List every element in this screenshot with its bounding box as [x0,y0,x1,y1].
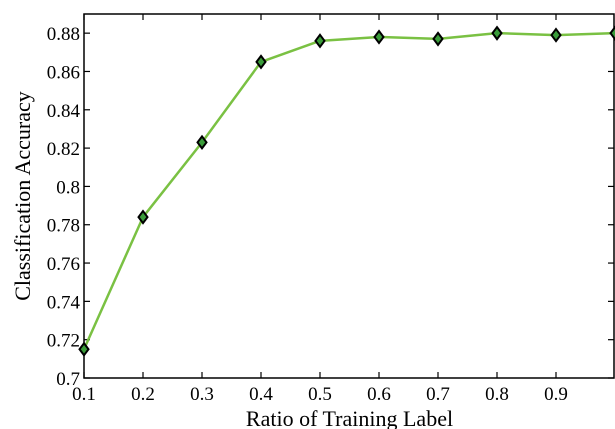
y-tick-label: 0.78 [47,216,80,237]
series-line [82,31,615,350]
y-tick-label: 0.86 [47,62,80,83]
x-tick-label: 0.9 [544,384,568,405]
x-tick-label: 0.7 [426,384,450,405]
x-axis-label: Ratio of Training Label [246,406,453,429]
data-point [491,25,503,41]
y-tick-label: 0.74 [47,292,81,313]
data-point [255,54,267,70]
data-point [78,341,90,357]
data-point [314,33,326,49]
y-tick-label: 0.84 [47,101,81,122]
y-tick-label: 0.88 [47,24,80,45]
y-tick-label: 0.7 [56,369,80,390]
series [78,25,615,357]
data-point [550,27,562,43]
y-tick-label: 0.76 [47,254,80,275]
y-tick-label: 0.72 [47,331,80,352]
x-tick-label: 0.3 [190,384,214,405]
plot-frame [83,13,615,379]
y-axis-label: Classification Accuracy [10,91,35,301]
x-tick-label: 0.5 [308,384,332,405]
x-tick-label: 0.4 [249,384,273,405]
data-point [373,29,385,45]
x-axis-ticks: 0.1 0.2 0.3 0.4 0.5 0.6 0.7 0.8 0.9 [72,14,568,405]
data-point [137,209,149,225]
x-tick-label: 0.6 [367,384,391,405]
y-tick-label: 0.82 [47,139,80,160]
y-axis-ticks: 0.7 0.72 0.74 0.76 0.78 0.8 0.82 0.84 0.86 0.88 [47,24,614,390]
axes [83,13,615,379]
x-tick-label: 0.1 [72,384,96,405]
x-tick-label: 0.2 [131,384,155,405]
y-tick-label: 0.8 [56,177,80,198]
x-tick-label: 0.8 [485,384,509,405]
data-point [196,134,208,151]
data-point [609,25,615,41]
data-point [432,31,444,47]
